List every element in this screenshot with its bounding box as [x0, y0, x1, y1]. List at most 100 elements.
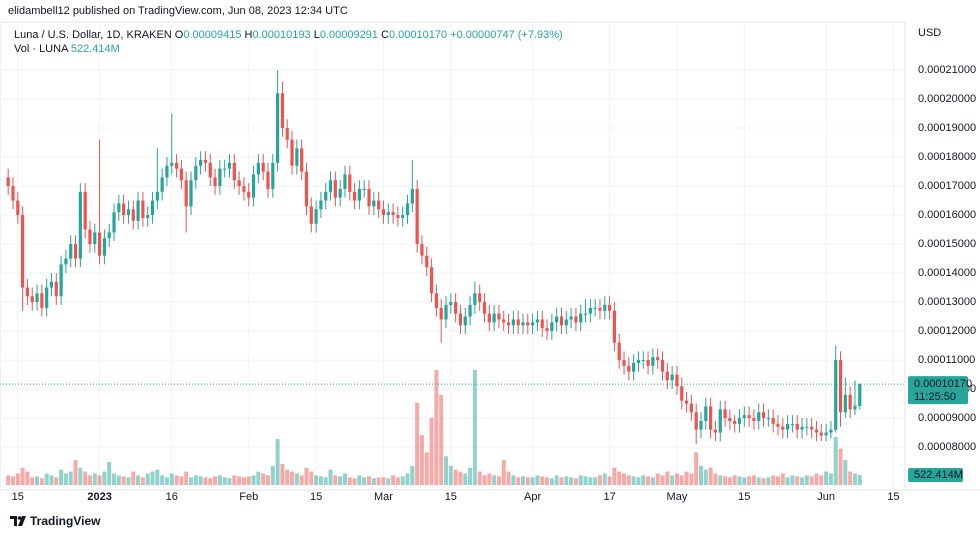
- volume-bar: [68, 471, 73, 485]
- x-tick-label: 15: [738, 491, 750, 503]
- volume-bar: [535, 475, 540, 485]
- y-tick-label: 0.00020000: [918, 93, 976, 105]
- candle-body: [415, 188, 419, 245]
- candle-body: [540, 319, 544, 329]
- volume-bar: [684, 471, 689, 485]
- candle-body: [343, 174, 347, 189]
- candle-body: [665, 371, 669, 381]
- candle-body: [569, 316, 573, 320]
- volume-bar: [732, 475, 737, 485]
- candle-body: [6, 177, 10, 187]
- candle-body: [454, 302, 458, 314]
- volume-bar: [689, 473, 694, 485]
- volume-bar: [742, 477, 747, 485]
- candle-body: [54, 281, 58, 297]
- volume-bar: [506, 471, 511, 485]
- candle-body: [213, 177, 217, 187]
- candle-body: [444, 304, 448, 320]
- volume-bar: [848, 471, 853, 485]
- volume-bar: [140, 477, 145, 485]
- candle-body: [526, 322, 530, 326]
- candle-body: [290, 139, 294, 166]
- volume-bar: [270, 465, 275, 485]
- volume-bar: [232, 475, 237, 485]
- volume-bar: [622, 473, 627, 485]
- y-tick-label: 0.00013000: [918, 296, 976, 308]
- candle-body: [107, 232, 111, 239]
- volume-bar: [795, 476, 800, 485]
- legend: Luna / U.S. Dollar, 1D, KRAKEN O0.000094…: [14, 28, 563, 56]
- volume-bar: [155, 469, 160, 485]
- volume-bar: [771, 475, 776, 485]
- volume-bar: [217, 475, 222, 485]
- volume-bar: [766, 477, 771, 485]
- volume-bar: [314, 475, 319, 485]
- volume-bar: [121, 476, 126, 485]
- volume-bar: [246, 476, 251, 485]
- volume-bar: [323, 477, 328, 485]
- volume-bar: [87, 475, 92, 485]
- candle-body: [203, 159, 208, 163]
- candle-body: [83, 191, 87, 230]
- candle-body: [742, 415, 746, 419]
- candle-body: [309, 206, 313, 224]
- candle-body: [377, 200, 381, 210]
- volume-bar: [617, 471, 622, 485]
- x-tick-label: 15: [12, 491, 24, 503]
- candle-body: [45, 287, 49, 308]
- volume-bar: [569, 477, 574, 485]
- volume-bar: [559, 477, 564, 485]
- candle-body: [506, 322, 511, 326]
- legend-row: Vol · LUNA 522.414M: [14, 42, 563, 56]
- ohlc-value: 0.00010193: [252, 29, 311, 41]
- candle-body: [752, 418, 756, 421]
- volume-bar: [723, 476, 728, 485]
- candle-body: [126, 209, 131, 216]
- candle-body: [786, 423, 790, 430]
- volume-bar: [237, 476, 242, 485]
- candle-body: [723, 409, 727, 419]
- volume-bar: [116, 475, 121, 485]
- candle-body: [170, 162, 174, 166]
- candle-body: [122, 203, 126, 216]
- candle-body: [247, 191, 251, 198]
- volume-bar: [583, 476, 588, 485]
- volume-bar: [44, 473, 49, 485]
- volume-bar: [352, 478, 357, 485]
- x-tick-label: Feb: [239, 491, 258, 503]
- candle-body: [858, 384, 862, 407]
- candle-body: [165, 165, 169, 178]
- volume-bar: [487, 473, 492, 485]
- ohlc-value: 0.00010170: [388, 29, 448, 41]
- ohlc-value: 0.00009291: [319, 29, 378, 41]
- volume-bar: [496, 476, 501, 485]
- volume-bar: [468, 467, 473, 485]
- volume-bar: [150, 471, 155, 485]
- volume-bar: [492, 475, 497, 485]
- candle-body: [141, 200, 145, 218]
- candle-body: [603, 304, 607, 311]
- candle-body: [276, 93, 280, 163]
- volume-bar: [679, 475, 684, 485]
- volume-bar: [775, 476, 780, 485]
- volume-bar: [290, 471, 295, 485]
- candle-body: [150, 200, 155, 216]
- candle-body: [531, 322, 535, 326]
- volume-bar: [112, 473, 117, 485]
- candle-body: [11, 186, 15, 201]
- candle-body: [242, 186, 246, 192]
- currency: USD: [918, 27, 941, 39]
- volume-bar: [318, 476, 323, 485]
- volume-bar: [674, 473, 679, 485]
- volume-bar: [727, 477, 732, 485]
- candle-body: [713, 429, 718, 433]
- candle-body: [352, 191, 357, 201]
- y-tick-label: 0.00019000: [918, 122, 976, 134]
- candle-body: [588, 307, 592, 314]
- candle-body: [64, 258, 68, 265]
- candle-body: [810, 426, 814, 430]
- volume-bar: [694, 452, 699, 485]
- candle-body: [843, 394, 847, 413]
- volume-bar: [136, 475, 141, 485]
- volume-bar: [145, 473, 150, 485]
